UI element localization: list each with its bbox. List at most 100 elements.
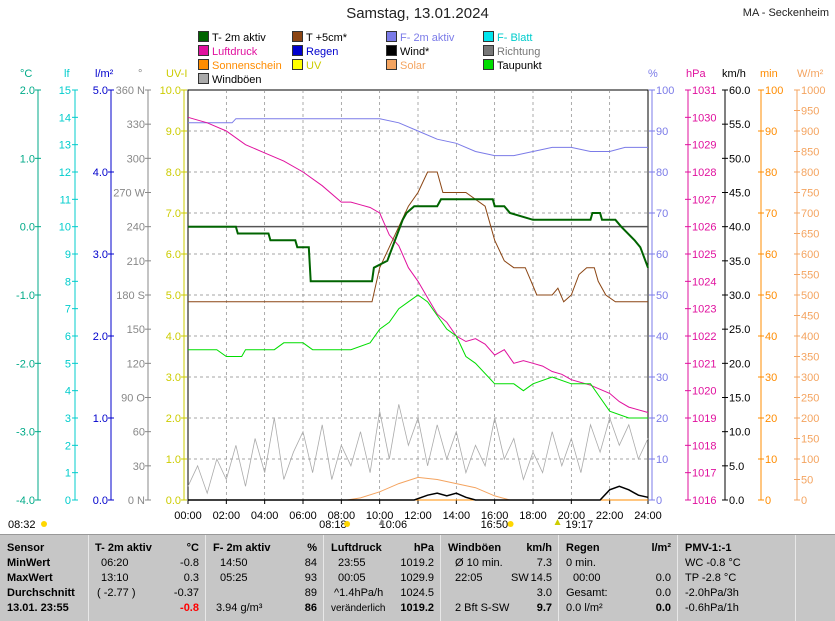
legend-swatch	[292, 45, 303, 56]
axis-tick-label: 50	[765, 290, 777, 302]
series-line-taupunkt	[188, 294, 648, 419]
axis-tick-label: 60	[133, 427, 145, 439]
axis-tick-label: 400	[801, 331, 819, 343]
axis-tick-label: 80	[656, 167, 668, 179]
legend-item: Regen	[292, 45, 338, 59]
press-unit: hPa	[413, 542, 434, 554]
legend-label: Regen	[306, 46, 339, 58]
axis-tick-label: 3.0	[93, 249, 108, 261]
legend-item: F- 2m aktiv	[386, 31, 454, 45]
axis-tick-label: 60	[656, 249, 668, 261]
legend-item: Windböen	[198, 73, 262, 87]
series-line-f-2m-aktiv	[188, 118, 648, 157]
axis-tick-label: 1023	[692, 304, 716, 316]
time-tick-label: 00:00	[174, 510, 202, 522]
press-max-time: 00:05	[338, 572, 366, 584]
axis-tick-label: 330	[127, 119, 145, 131]
axis-tick-label: 10	[765, 454, 777, 466]
time-tick-label: 02:00	[213, 510, 241, 522]
moonset-event-label: 19:17	[566, 519, 594, 531]
legend-label: Wind*	[400, 46, 430, 58]
hum-title: F- 2m aktiv	[213, 542, 271, 554]
time-tick-label: 08:00	[328, 510, 356, 522]
time-tick-label: 12:00	[404, 510, 432, 522]
axis-tick-label: 750	[801, 188, 819, 200]
temp-avg-note: ( -2.77 )	[97, 587, 136, 599]
time-tick-label: 14:00	[443, 510, 471, 522]
axis-tick-label: 0.0	[20, 222, 35, 234]
legend-item: Solar	[386, 59, 426, 73]
row-max-label: MaxWert	[7, 572, 53, 584]
row-current-label: 13.01. 23:55	[7, 602, 69, 614]
axis-tick-label: 5.0	[166, 290, 181, 302]
rain-total-val: 0.0	[655, 587, 671, 599]
axis-tick-label: 200	[801, 413, 819, 425]
axis-tick-label: 10	[59, 222, 71, 234]
pmv-trend-1h: -0.6hPa/1h	[685, 602, 739, 614]
hum-max-val: 93	[304, 572, 317, 584]
axis-tick-label: 600	[801, 249, 819, 261]
station-name: MA - Seckenheim	[742, 7, 829, 19]
axis-tick-label: 1026	[692, 222, 716, 234]
rain-total-label: Gesamt:	[566, 587, 608, 599]
axis-tick-label: 50.0	[729, 153, 750, 165]
axis-tick-label: 15.0	[729, 393, 750, 405]
rain-unit: l/m²	[651, 542, 671, 554]
series-line-wind	[188, 485, 649, 501]
axis-tick-label: 1025	[692, 249, 716, 261]
temp-min-val: -0.8	[180, 557, 199, 569]
axis-tick-label: 5.0	[93, 85, 108, 97]
hum-max-time: 05:25	[220, 572, 248, 584]
axis-tick-label: 5	[65, 358, 71, 370]
press-current-val: 1019.2	[400, 602, 434, 614]
axis-tick-label: 100	[801, 454, 819, 466]
col-rain: Regen l/m² 0 min. 00:00 0.0 Gesamt: 0.0 0.0…	[558, 535, 677, 621]
time-tick-label: 22:00	[596, 510, 624, 522]
time-tick-label: 18:00	[519, 510, 547, 522]
legend-swatch	[386, 31, 397, 42]
axis-tick-label: 15	[59, 85, 71, 97]
axis-tick-label: 900	[801, 126, 819, 138]
axis-tick-label: 13	[59, 140, 71, 152]
axis-tick-label: -2.0	[16, 358, 35, 370]
axis-tick-label: 1.0	[93, 413, 108, 425]
sensor-header: Sensor	[7, 542, 45, 554]
axis-tick-label: 60	[765, 249, 777, 261]
axis-unit-solar: W/m²	[797, 68, 824, 80]
time-tick-label: 24:00	[634, 510, 662, 522]
temp-current-val: -0.8	[180, 602, 199, 614]
axis-tick-label: 4.0	[166, 331, 181, 343]
axis-tick-label: 50	[656, 290, 668, 302]
axis-tick-label: 120	[127, 358, 145, 370]
sun-icon	[507, 521, 514, 527]
axis-tick-label: 60.0	[729, 85, 750, 97]
press-trend: ^1.4hPa/h	[334, 587, 384, 599]
axis-tick-label: 350	[801, 352, 819, 364]
axis-tick-label: 360 N	[116, 85, 145, 97]
axis-tick-label: 700	[801, 208, 819, 220]
axis-tick-label: 8.0	[166, 167, 181, 179]
col-empty	[795, 535, 835, 621]
axis-tick-label: 9.0	[166, 126, 181, 138]
temp-unit: °C	[186, 542, 199, 554]
legend-item: T +5cm*	[292, 31, 347, 45]
sun-icon	[344, 521, 351, 527]
axis-tick-label: 12	[59, 167, 71, 179]
legend-swatch	[198, 31, 209, 42]
axis-tick-label: 5.0	[729, 461, 744, 473]
axis-tick-label: 20	[656, 413, 668, 425]
axis-tick-label: 1029	[692, 140, 716, 152]
hum-avg-val: 89	[304, 587, 317, 599]
axis-tick-label: 0	[656, 495, 662, 507]
time-tick-label: 20:00	[558, 510, 586, 522]
axis-tick-label: 3.0	[166, 372, 181, 384]
noon-event-label: 10:06	[380, 519, 408, 531]
axis-tick-label: 0.0	[166, 495, 181, 507]
gust-min-val: 3.0	[536, 587, 552, 599]
axis-tick-label: 90 O	[121, 393, 145, 405]
moon-icon	[41, 521, 47, 527]
axis-tick-label: 25.0	[729, 324, 750, 336]
gust-max-dir: SW	[511, 572, 529, 584]
axis-tick-label: 300	[127, 153, 145, 165]
axis-tick-label: 20.0	[729, 358, 750, 370]
